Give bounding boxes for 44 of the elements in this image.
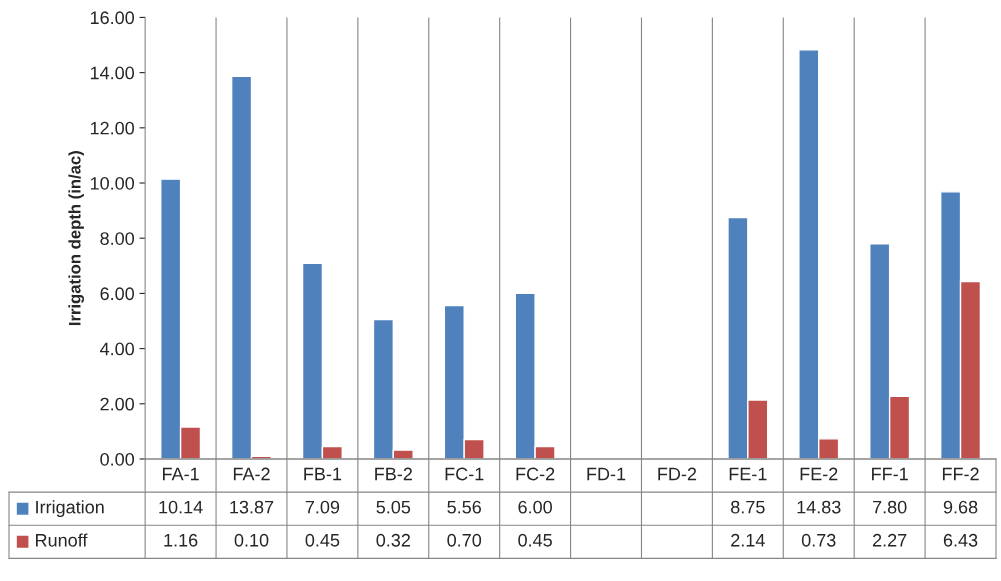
y-tick-label: 12.00 (90, 121, 135, 135)
legend-label: Runoff (36, 533, 88, 547)
x-tick-label: FD-1 (587, 467, 626, 481)
x-tick-label: FE-2 (800, 467, 838, 481)
x-tick-label: FA-1 (163, 467, 199, 481)
x-tick-label: FA-2 (233, 467, 270, 481)
data-label: 2.14 (731, 533, 765, 547)
legend-label: Irrigation (36, 500, 104, 518)
data-label: 0.70 (447, 533, 482, 547)
data-label: 0.32 (376, 533, 410, 547)
data-label: 7.09 (305, 500, 340, 514)
x-tick-label: FD-2 (658, 467, 697, 481)
y-tick-label: 2.00 (100, 397, 135, 411)
data-label: 5.56 (447, 500, 481, 514)
x-tick-label: FF-2 (942, 467, 979, 481)
data-label: 0.45 (305, 533, 340, 547)
x-tick-label: FB-1 (304, 467, 342, 481)
data-label: 6.43 (943, 533, 978, 547)
data-label: 9.68 (943, 500, 978, 514)
data-label: 13.87 (230, 500, 274, 514)
data-label: 6.00 (518, 500, 552, 514)
data-label: 0.73 (801, 533, 836, 547)
y-tick-label: 10.00 (90, 176, 135, 190)
data-label: 1.16 (164, 533, 198, 547)
x-tick-label: FF-1 (872, 467, 908, 481)
data-label: 5.05 (376, 500, 411, 514)
x-tick-label: FC-2 (516, 467, 555, 481)
data-label: 0.45 (518, 533, 552, 547)
y-axis-title: Irrigation depth (in/ac) (68, 151, 84, 326)
data-label: 2.27 (872, 533, 907, 547)
x-tick-label: FB-2 (375, 467, 412, 481)
data-label: 8.75 (731, 500, 765, 514)
y-tick-label: 14.00 (90, 66, 135, 80)
data-label: 0.10 (234, 533, 269, 547)
y-tick-label: 4.00 (100, 342, 135, 356)
x-tick-label: FC-1 (445, 467, 484, 481)
data-label: 10.14 (159, 500, 203, 514)
x-tick-label: FE-1 (729, 467, 767, 481)
y-tick-label: 16.00 (90, 11, 135, 25)
y-tick-label: 6.00 (100, 287, 135, 301)
data-label: 7.80 (873, 500, 907, 514)
y-tick-label: 8.00 (100, 232, 135, 245)
y-tick-label: 0.00 (100, 452, 135, 466)
data-label: 14.83 (797, 500, 841, 514)
